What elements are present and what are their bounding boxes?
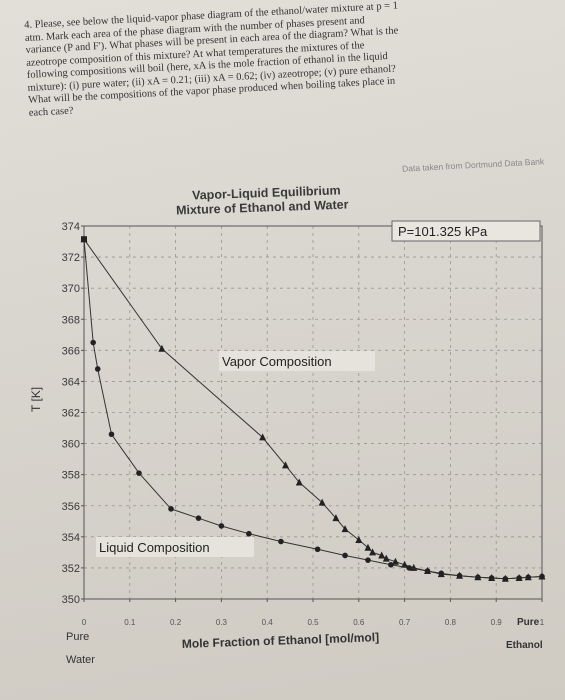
vapor-point xyxy=(295,478,303,486)
vapor-point xyxy=(282,461,290,469)
x-right-label-1: Pure xyxy=(517,617,540,628)
y-tick-label: 356 xyxy=(62,501,80,513)
y-tick-label: 350 xyxy=(62,594,80,606)
liquid-point xyxy=(168,506,174,512)
pressure-label: P=101.325 kPa xyxy=(398,224,488,239)
y-tick-label: 354 xyxy=(62,532,80,544)
y-tick-label: 370 xyxy=(62,283,80,295)
liquid-point xyxy=(108,431,115,438)
vapor-point xyxy=(259,433,267,441)
pressure-box xyxy=(391,220,541,242)
x-tick-label: 0.3 xyxy=(216,618,228,627)
vapor-point xyxy=(391,557,399,565)
liquid-point xyxy=(365,557,371,563)
liquid-label-box xyxy=(96,537,254,557)
x-tick-label: 0.8 xyxy=(445,618,457,627)
x-tick-label: 0.5 xyxy=(307,618,319,627)
liquid-point xyxy=(342,552,348,559)
y-tick-label: 360 xyxy=(62,439,80,451)
vapor-point xyxy=(382,554,390,562)
vapor-label-box xyxy=(219,351,375,371)
liquid-point xyxy=(539,573,545,580)
x-tick-label: 0.1 xyxy=(124,618,136,627)
pure-water-point xyxy=(81,236,87,243)
vapor-point xyxy=(158,344,166,352)
x-ticks: 0 0.1 0.2 0.3 0.4 0.5 0.6 0.7 0.8 0.9 1 xyxy=(82,599,545,627)
liquid-point xyxy=(456,572,463,579)
liquid-point xyxy=(195,515,202,521)
y-axis-label: T [K] xyxy=(29,387,43,412)
y-ticks: 350 352 354 356 358 360 362 364 366 368 370 372 374 xyxy=(62,221,84,606)
y-tick-label: 368 xyxy=(62,314,80,326)
x-axis-label: Mole Fraction of Ethanol [mol/mol] xyxy=(182,630,380,651)
x-tick-label: 1 xyxy=(540,618,545,627)
y-tick-label: 366 xyxy=(62,345,80,357)
x-tick-label: 0.4 xyxy=(262,618,274,627)
y-tick-label: 358 xyxy=(62,470,80,482)
liquid-point xyxy=(136,470,142,476)
vapor-point xyxy=(401,560,409,568)
x-right-label-2: Ethanol xyxy=(506,640,543,651)
y-tick-label: 372 xyxy=(62,252,80,264)
x-left-label-1: Pure xyxy=(66,631,89,643)
y-tick-label: 364 xyxy=(62,376,80,388)
x-tick-label: 0 xyxy=(82,618,87,627)
x-tick-label: 0.7 xyxy=(399,618,411,627)
liquid-point xyxy=(525,574,532,581)
liquid-point xyxy=(388,562,394,568)
liquid-point xyxy=(488,575,495,581)
x-tick-label: 0.2 xyxy=(170,618,182,627)
liquid-point xyxy=(94,366,101,372)
liquid-point xyxy=(516,575,522,581)
series-layer xyxy=(80,235,546,582)
y-tick-label: 352 xyxy=(62,563,80,575)
liquid-point xyxy=(475,574,481,581)
vapor-point xyxy=(369,548,377,556)
vapor-point xyxy=(364,543,372,551)
vapor-series-label: Vapor Composition xyxy=(222,354,332,369)
x-tick-label: 0.6 xyxy=(353,618,365,627)
liquid-point xyxy=(406,565,412,571)
liquid-point xyxy=(438,570,445,577)
liquid-point xyxy=(502,575,509,582)
liquid-point xyxy=(218,523,225,529)
x-left-label-2: Water xyxy=(66,654,95,666)
vapor-point xyxy=(378,551,386,559)
liquid-point xyxy=(246,530,252,537)
y-tick-label: 374 xyxy=(62,221,80,233)
vapor-point xyxy=(355,535,363,543)
liquid-point xyxy=(278,538,284,545)
liquid-series-label: Liquid Composition xyxy=(99,540,210,555)
liquid-point xyxy=(90,339,96,346)
vapor-point xyxy=(332,514,340,522)
vapor-point xyxy=(341,525,349,533)
liquid-point xyxy=(314,546,321,553)
x-tick-label: 0.9 xyxy=(491,618,503,627)
y-tick-label: 362 xyxy=(62,408,80,420)
liquid-point xyxy=(424,568,431,574)
vapor-point xyxy=(318,498,326,506)
